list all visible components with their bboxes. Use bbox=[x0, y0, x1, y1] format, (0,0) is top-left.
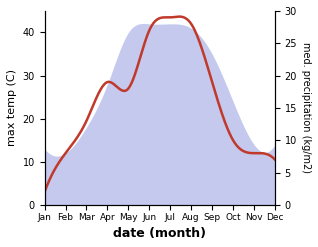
X-axis label: date (month): date (month) bbox=[113, 227, 206, 240]
Y-axis label: max temp (C): max temp (C) bbox=[7, 69, 17, 146]
Y-axis label: med. precipitation (kg/m2): med. precipitation (kg/m2) bbox=[301, 42, 311, 173]
